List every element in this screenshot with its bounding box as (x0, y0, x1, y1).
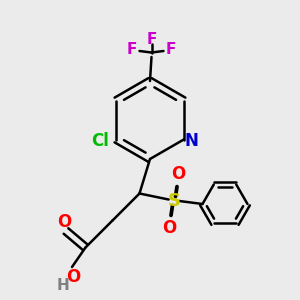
Text: H: H (57, 278, 69, 293)
Text: O: O (66, 268, 80, 286)
Text: O: O (171, 165, 186, 183)
Text: F: F (146, 32, 157, 46)
Text: O: O (162, 219, 177, 237)
Text: S: S (167, 192, 181, 210)
Text: O: O (57, 213, 72, 231)
Text: Cl: Cl (91, 132, 109, 150)
Text: N: N (184, 132, 198, 150)
Text: F: F (166, 42, 176, 57)
Text: F: F (127, 42, 137, 57)
